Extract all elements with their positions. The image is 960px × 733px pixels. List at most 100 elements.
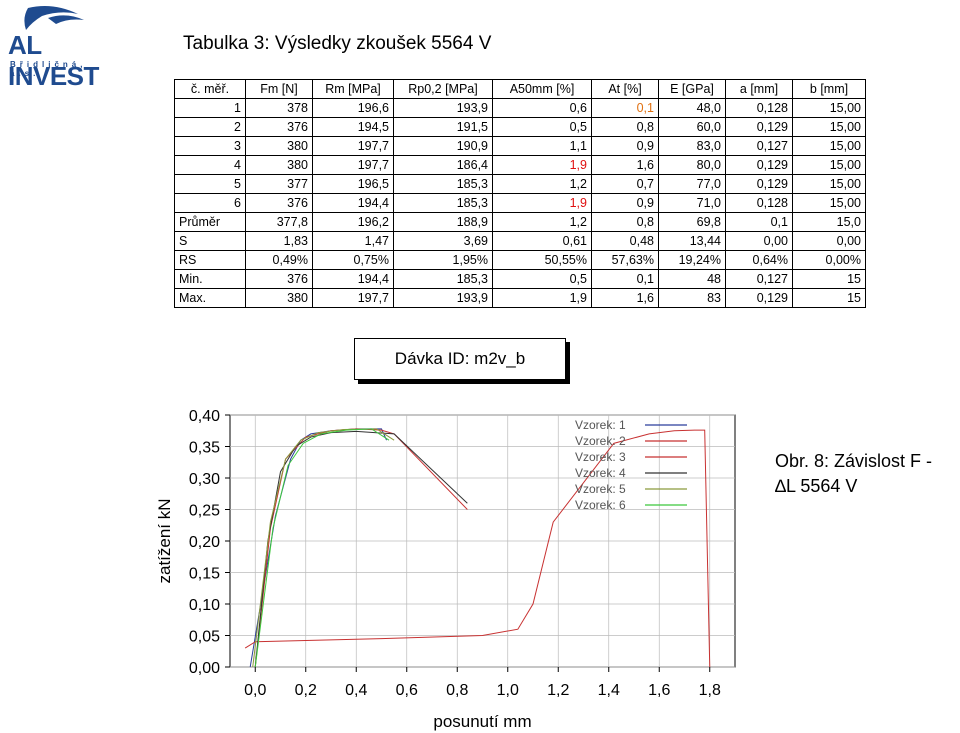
table-cell: 71,0 [658,193,726,213]
table-cell: 1,6 [591,155,659,175]
table-cell: 0,5 [492,117,592,137]
table-cell: 194,5 [312,117,394,137]
table-cell: 1,2 [492,174,592,194]
legend-label: Vzorek: 5 [575,482,626,496]
table-cell: 197,7 [312,155,394,175]
series-line [254,430,468,668]
stats-cell: 0,127 [725,269,793,289]
table-row: 4 380 197,7 186,4 1,9 1,6 80,0 0,129 15,00 [174,155,866,175]
stats-cell: 15 [792,288,866,308]
table-cell: 83,0 [658,136,726,156]
stats-cell: 0,1 [725,212,793,232]
stats-label: Průměr [174,212,246,232]
stats-cell: 197,7 [312,288,394,308]
stats-label: Max. [174,288,246,308]
table-cell: 2 [174,117,246,137]
stats-cell: 377,8 [245,212,313,232]
figure-caption: Obr. 8: Závislost F - ∆L 5564 V [775,449,932,499]
y-tick-label: 0,25 [189,503,220,520]
table-cell: 1,1 [492,136,592,156]
table-cell: 378 [245,98,313,118]
stats-row: Průměr 377,8 196,2 188,9 1,2 0,8 69,8 0,1 15,0 [174,212,866,232]
table-header-row: č. měř. Fm [N] Rm [MPa] Rp0,2 [MPa] A50mm [%… [174,79,866,99]
stats-cell: 1,95% [393,250,493,270]
stats-cell: 0,64% [725,250,793,270]
legend-label: Vzorek: 6 [575,498,626,512]
table-cell: 196,6 [312,98,394,118]
y-tick-label: 0,15 [189,566,220,583]
table-cell: 15,00 [792,174,866,194]
x-tick-label: 1,2 [547,682,569,699]
table-cell: 5 [174,174,246,194]
table-cell: 0,127 [725,136,793,156]
stats-cell: 188,9 [393,212,493,232]
stats-cell: 0,75% [312,250,394,270]
table-cell: 0,6 [492,98,592,118]
stats-cell: 3,69 [393,231,493,251]
stats-cell: 196,2 [312,212,394,232]
stats-cell: 380 [245,288,313,308]
table-header-cell: E [GPa] [658,79,726,99]
table-cell: 3 [174,136,246,156]
table-header-cell: Rm [MPa] [312,79,394,99]
stats-cell: 1,6 [591,288,659,308]
stats-cell: 1,47 [312,231,394,251]
legend-label: Vzorek: 1 [575,418,626,432]
table-cell: 0,128 [725,193,793,213]
table-cell: 186,4 [393,155,493,175]
table-row: 3 380 197,7 190,9 1,1 0,9 83,0 0,127 15,00 [174,136,866,156]
stats-cell: 0,00% [792,250,866,270]
table-cell: 377 [245,174,313,194]
x-tick-label: 1,8 [699,682,721,699]
y-tick-label: 0,20 [189,534,220,551]
x-tick-label: 1,4 [598,682,620,699]
table-cell: 60,0 [658,117,726,137]
table-cell: 197,7 [312,136,394,156]
stats-cell: 0,1 [591,269,659,289]
table-header-cell: At [%] [591,79,659,99]
table-cell: 0,129 [725,174,793,194]
figure-caption-line-2: ∆L 5564 V [775,476,858,496]
y-tick-label: 0,30 [189,471,220,488]
table-cell: 376 [245,117,313,137]
stats-cell: 0,48 [591,231,659,251]
table-cell: 77,0 [658,174,726,194]
table-cell: 6 [174,193,246,213]
logo-wave-icon [24,6,84,30]
stats-label: S [174,231,246,251]
y-axis-label: zatížení kN [155,498,174,583]
table-cell: 380 [245,155,313,175]
stats-label: Min. [174,269,246,289]
table-cell: 193,9 [393,98,493,118]
table-cell: 0,7 [591,174,659,194]
legend-label: Vzorek: 4 [575,466,626,480]
table-cell: 380 [245,136,313,156]
force-displacement-chart: 0,00 0,05 0,10 0,15 0,20 0,25 0,30 0,35 0,40 0,0 0… [155,408,736,731]
table-body: 1 378 196,6 193,9 0,6 0,1 48,0 0,128 15,00 2 376 19… [174,98,866,308]
stats-cell: 1,9 [492,288,592,308]
table-cell: 0,8 [591,117,659,137]
x-tick-label: 1,6 [648,682,670,699]
table-cell: 15,00 [792,193,866,213]
results-table: č. měř. Fm [N] Rm [MPa] Rp0,2 [MPa] A50mm [%… [174,79,866,308]
page-title: Tabulka 3: Výsledky zkoušek 5564 V [183,33,492,54]
stats-cell: 1,83 [245,231,313,251]
table-cell: 376 [245,193,313,213]
series-line [254,428,390,668]
stats-cell: 193,9 [393,288,493,308]
stats-row: S 1,83 1,47 3,69 0,61 0,48 13,44 0,00 0,00 [174,231,866,251]
table-cell: 0,129 [725,117,793,137]
y-tick-label: 0,40 [189,408,220,425]
series-line [244,429,711,668]
legend-label: Vzorek: 3 [575,450,626,464]
table-row: 5 377 196,5 185,3 1,2 0,7 77,0 0,129 15,00 [174,174,866,194]
table-cell: 191,5 [393,117,493,137]
table-cell: 1 [174,98,246,118]
table-cell: 15,00 [792,136,866,156]
y-tick-label: 0,35 [189,440,220,457]
stats-cell: 15 [792,269,866,289]
y-tick-label: 0,05 [189,629,220,646]
y-tick-label: 0,00 [189,660,220,677]
table-cell: 0,128 [725,98,793,118]
table-cell: 15,00 [792,117,866,137]
